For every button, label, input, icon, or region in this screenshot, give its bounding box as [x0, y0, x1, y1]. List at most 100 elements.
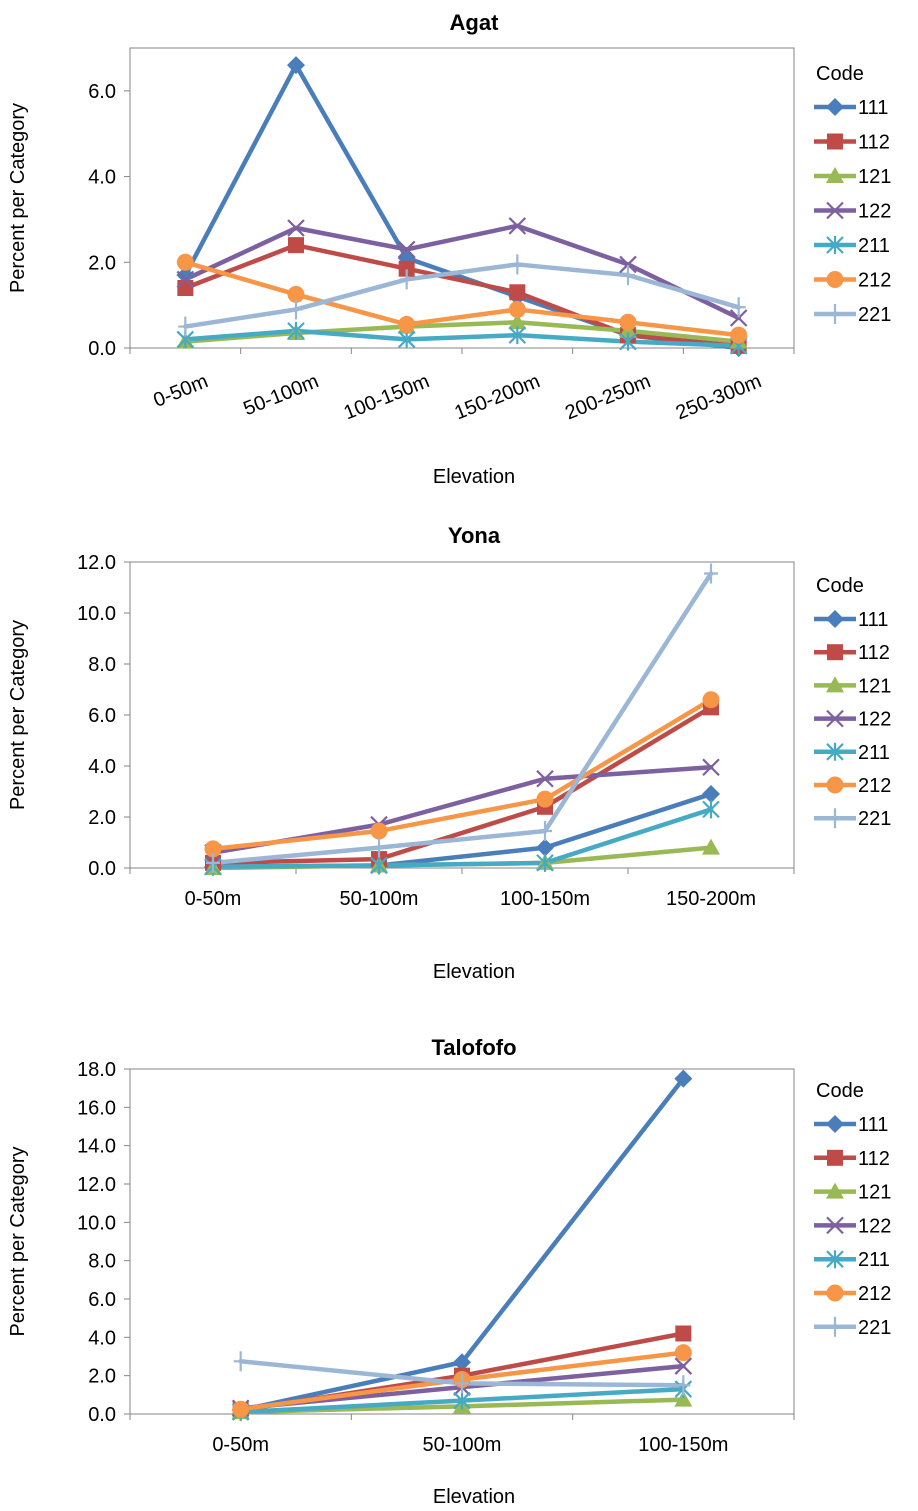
series-line-211: [183, 328, 741, 349]
data-point-212: [730, 326, 748, 344]
data-point-112: [398, 260, 415, 277]
y-tick-label: 0.0: [88, 338, 116, 360]
y-tick-label: 12.0: [77, 1174, 116, 1196]
legend-label: 212: [858, 775, 891, 797]
data-point-112: [177, 280, 194, 296]
y-axis-label: Percent per Category: [7, 620, 29, 810]
legend-item-211: 211: [814, 1249, 890, 1271]
x-tick-label: 200-250m: [562, 370, 654, 424]
x-tick-label: 100-150m: [341, 370, 433, 424]
y-tick-label: 16.0: [77, 1097, 116, 1119]
x-axis-label: Elevation: [433, 466, 515, 488]
legend: Code 111 112 121 122 211 212 221: [814, 63, 891, 326]
series-markers-211: [176, 321, 748, 355]
x-tick-label: 150-200m: [666, 888, 756, 910]
series-221: [183, 262, 741, 329]
data-point-221: [538, 821, 552, 842]
x-tick-label: 50-100m: [240, 370, 321, 420]
legend-swatch-marker: [827, 1149, 843, 1166]
chart-title: Talofofo: [431, 1035, 516, 1060]
data-point-111: [702, 785, 720, 804]
series-line-221: [210, 571, 714, 866]
legend-item-121: 121: [814, 675, 891, 697]
data-point-122: [287, 219, 305, 237]
chart-svg: Talofofo 0.0 2.0 4.0 6.0 8.0 10.0 12.0 14.0 16.0 1…: [7, 1035, 891, 1508]
series-line-112: [210, 705, 714, 866]
series-line-211: [210, 807, 714, 869]
series-212: [183, 260, 741, 338]
data-point-122: [176, 270, 195, 289]
data-point-121: [674, 1390, 693, 1407]
y-tick-label: 0.0: [88, 1404, 116, 1426]
y-tick-label: 18.0: [77, 1059, 116, 1081]
data-point-121: [702, 838, 720, 855]
data-point-212: [370, 822, 388, 840]
x-axis-label: Elevation: [433, 961, 515, 983]
chart-title: Agat: [450, 10, 500, 35]
series-line-111: [183, 62, 741, 351]
legend-item-112: 112: [814, 1148, 890, 1170]
x-tick-label: 50-100m: [423, 1434, 502, 1456]
data-point-211: [702, 800, 720, 819]
legend-label: 121: [858, 166, 891, 188]
data-point-212: [204, 840, 222, 858]
data-point-212: [287, 285, 305, 303]
legend-swatch-marker: [826, 98, 844, 116]
data-point-221: [178, 316, 193, 337]
y-tick-label: 2.0: [88, 807, 116, 829]
legend-item-212: 212: [814, 270, 891, 292]
data-point-111: [176, 266, 195, 285]
series-221: [210, 571, 714, 866]
legend-swatch-marker: [826, 236, 844, 254]
chart-svg: Agat 0.0 2.0 4.0 6.0 0-50m 50-100m 100-150m 150-…: [7, 10, 891, 488]
series-112: [210, 705, 714, 866]
legend-label: 221: [858, 304, 891, 326]
legend-label: 121: [858, 1182, 891, 1204]
series-markers-221: [233, 1351, 691, 1396]
data-point-212: [176, 253, 194, 271]
legend-item-221: 221: [814, 304, 891, 326]
data-point-221: [510, 254, 525, 275]
legend-label: 211: [858, 1249, 890, 1271]
legend-item-111: 111: [814, 97, 888, 119]
data-point-211: [287, 321, 305, 340]
data-point-122: [536, 769, 554, 788]
series-markers-112: [205, 699, 719, 871]
y-tick-label: 10.0: [77, 1212, 116, 1234]
data-point-121: [508, 313, 527, 330]
legend: Code 111 112 121 122 211 212 221: [814, 1080, 891, 1339]
legend-label: 221: [858, 808, 891, 830]
y-axis-label: Percent per Category: [7, 1146, 29, 1336]
x-tick-label: 50-100m: [340, 888, 419, 910]
data-point-221: [455, 1373, 469, 1394]
data-point-122: [619, 255, 637, 274]
data-point-211: [370, 856, 388, 875]
y-tick-label: 4.0: [88, 1327, 116, 1349]
y-tick-label: 4.0: [88, 167, 116, 189]
legend-label: 122: [858, 709, 891, 731]
series-112: [183, 242, 741, 349]
data-point-221: [399, 269, 414, 290]
y-tick-label: 6.0: [88, 705, 116, 727]
legend-label: 111: [858, 1114, 888, 1136]
legend-label: 121: [858, 675, 891, 697]
y-tick-label: 4.0: [88, 756, 116, 778]
y-tick-label: 2.0: [88, 1366, 116, 1388]
legend-label: 212: [858, 270, 891, 292]
plot-area: [129, 47, 795, 349]
data-point-221: [731, 297, 746, 318]
chart-title: Yona: [448, 523, 501, 548]
series-211: [183, 328, 741, 349]
legend-swatch-marker: [828, 808, 842, 829]
legend-swatch-marker: [826, 676, 844, 693]
legend-label: 211: [858, 742, 890, 764]
series-markers-122: [204, 758, 720, 862]
data-point-112: [675, 1325, 692, 1342]
data-point-111: [287, 56, 305, 75]
legend-item-111: 111: [814, 609, 888, 631]
data-point-221: [233, 1351, 248, 1372]
series-markers-111: [176, 56, 748, 357]
chart-yona: Yona 0.0 2.0 4.0 6.0 8.0 10.0 12.0 0-50m 50-100m 1…: [0, 510, 918, 1010]
legend-item-111: 111: [814, 1114, 888, 1136]
